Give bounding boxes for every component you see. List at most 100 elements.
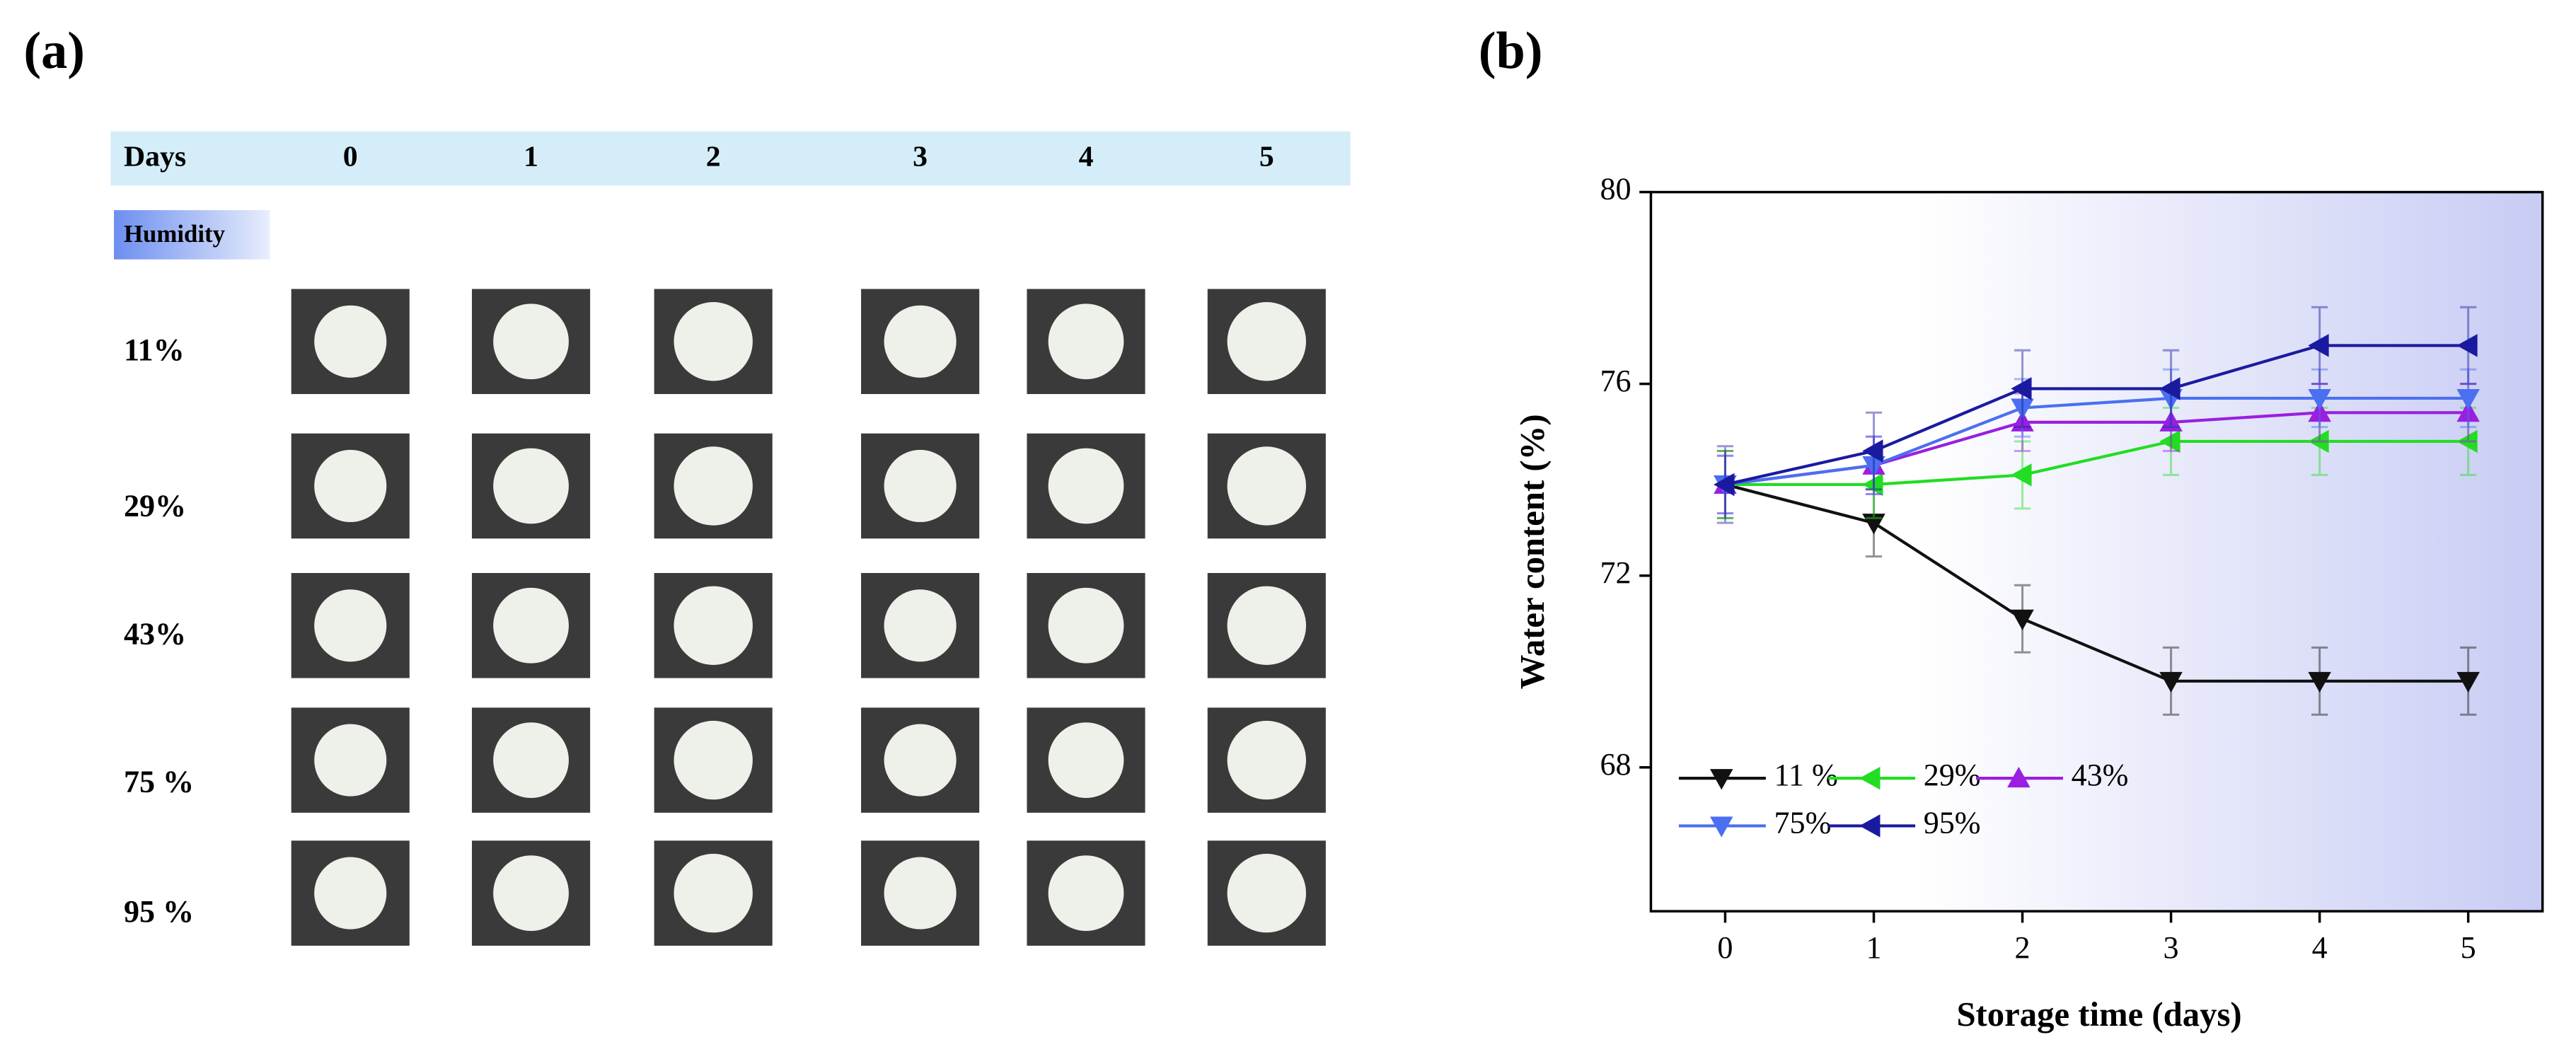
sample-disc (884, 857, 957, 930)
y-tick-label: 80 (1600, 172, 1631, 207)
sample-disc (674, 720, 753, 800)
sample-disc (493, 855, 569, 931)
data-point (2308, 429, 2329, 453)
plot-frame (1649, 190, 2544, 913)
sample-disc (884, 724, 957, 797)
sample-disc (314, 589, 387, 662)
legend-marker (1709, 816, 1733, 838)
sample-disc (493, 587, 569, 664)
sample-disc (314, 449, 387, 523)
data-point (2159, 429, 2181, 453)
y-tick-label: 68 (1600, 747, 1631, 782)
data-point (2308, 401, 2331, 422)
data-point (1862, 456, 1885, 478)
data-point (2011, 398, 2034, 419)
x-tick-label: 4 (2312, 930, 2328, 965)
row-label: 29% (124, 489, 186, 523)
legend-label: 43% (2072, 758, 2129, 792)
sample-disc (493, 303, 569, 380)
data-point (1714, 473, 1735, 497)
sample-disc (493, 448, 569, 524)
data-point (2456, 429, 2478, 453)
sample-disc (1227, 853, 1307, 933)
data-point (2011, 463, 2032, 487)
x-tick-label: 2 (2015, 930, 2031, 965)
x-tick-label: 5 (2461, 930, 2476, 965)
data-point (2308, 671, 2331, 693)
data-point (2308, 388, 2331, 410)
data-point (2011, 410, 2034, 432)
legend-marker (1859, 814, 1881, 838)
sample-disc (314, 724, 387, 797)
panel-label: (a) (23, 22, 85, 80)
legend-label: 29% (1924, 758, 1981, 792)
row-label: 75 % (124, 765, 194, 799)
y-tick-label: 76 (1600, 364, 1631, 398)
humidity-label: Humidity (124, 220, 226, 248)
legend-marker (1709, 769, 1733, 790)
plot-background (1651, 192, 2543, 912)
sample-disc (1227, 302, 1307, 381)
data-point (2159, 671, 2183, 693)
y-axis-label: Water content (%) (1513, 414, 1552, 689)
series-line (1724, 344, 2468, 486)
data-point (2308, 334, 2329, 357)
day-label: 3 (913, 141, 928, 173)
data-point (1862, 439, 1883, 463)
x-tick-label: 1 (1866, 930, 1881, 965)
sample-disc (314, 857, 387, 930)
data-point (1862, 514, 1885, 535)
legend-marker (2007, 766, 2031, 788)
sample-disc (1227, 586, 1307, 665)
header-band (110, 131, 1351, 186)
sample-disc (884, 305, 957, 378)
x-axis-label: Storage time (days) (1956, 995, 2241, 1034)
data-point (2011, 377, 2032, 400)
day-label: 0 (343, 141, 358, 173)
data-point (2011, 609, 2034, 630)
sample-disc (1227, 720, 1307, 800)
data-point (2159, 377, 2181, 400)
legend-marker (1859, 766, 1881, 790)
row-label: 11% (124, 332, 185, 367)
sample-disc (493, 722, 569, 798)
x-tick-label: 0 (1717, 930, 1733, 965)
legend-label: 95% (1924, 806, 1981, 840)
day-label: 4 (1079, 141, 1094, 173)
y-tick-label: 72 (1600, 555, 1631, 590)
sample-disc (1048, 303, 1124, 380)
humidity-box (114, 210, 270, 260)
sample-disc (884, 449, 957, 523)
data-point (2456, 388, 2480, 410)
series-line (1725, 439, 2468, 487)
day-label: 1 (524, 141, 538, 173)
panel-label: (b) (1479, 22, 1543, 80)
row-label: 43% (124, 617, 186, 652)
legend-label: 11 % (1774, 758, 1837, 792)
sample-disc (884, 589, 957, 662)
sample-disc (674, 586, 753, 665)
legend-label: 75% (1774, 806, 1831, 840)
series-line (1724, 482, 2468, 683)
data-point (2456, 671, 2480, 693)
sample-disc (1048, 855, 1124, 931)
data-point (2456, 401, 2480, 422)
x-tick-label: 3 (2164, 930, 2179, 965)
day-label: 2 (706, 141, 721, 173)
header: Days (124, 141, 186, 173)
sample-disc (314, 305, 387, 378)
sample-disc (1227, 446, 1307, 526)
sample-disc (674, 446, 753, 526)
data-point (2159, 410, 2183, 432)
data-point (1862, 473, 1883, 497)
data-point (2456, 334, 2478, 357)
sample-disc (1048, 587, 1124, 664)
sample-disc (674, 302, 753, 381)
sample-disc (674, 853, 753, 933)
sample-disc (1048, 448, 1124, 524)
sample-disc (1048, 722, 1124, 798)
series-line (1725, 396, 2468, 487)
row-label: 95 % (124, 894, 194, 929)
day-label: 5 (1259, 141, 1274, 173)
